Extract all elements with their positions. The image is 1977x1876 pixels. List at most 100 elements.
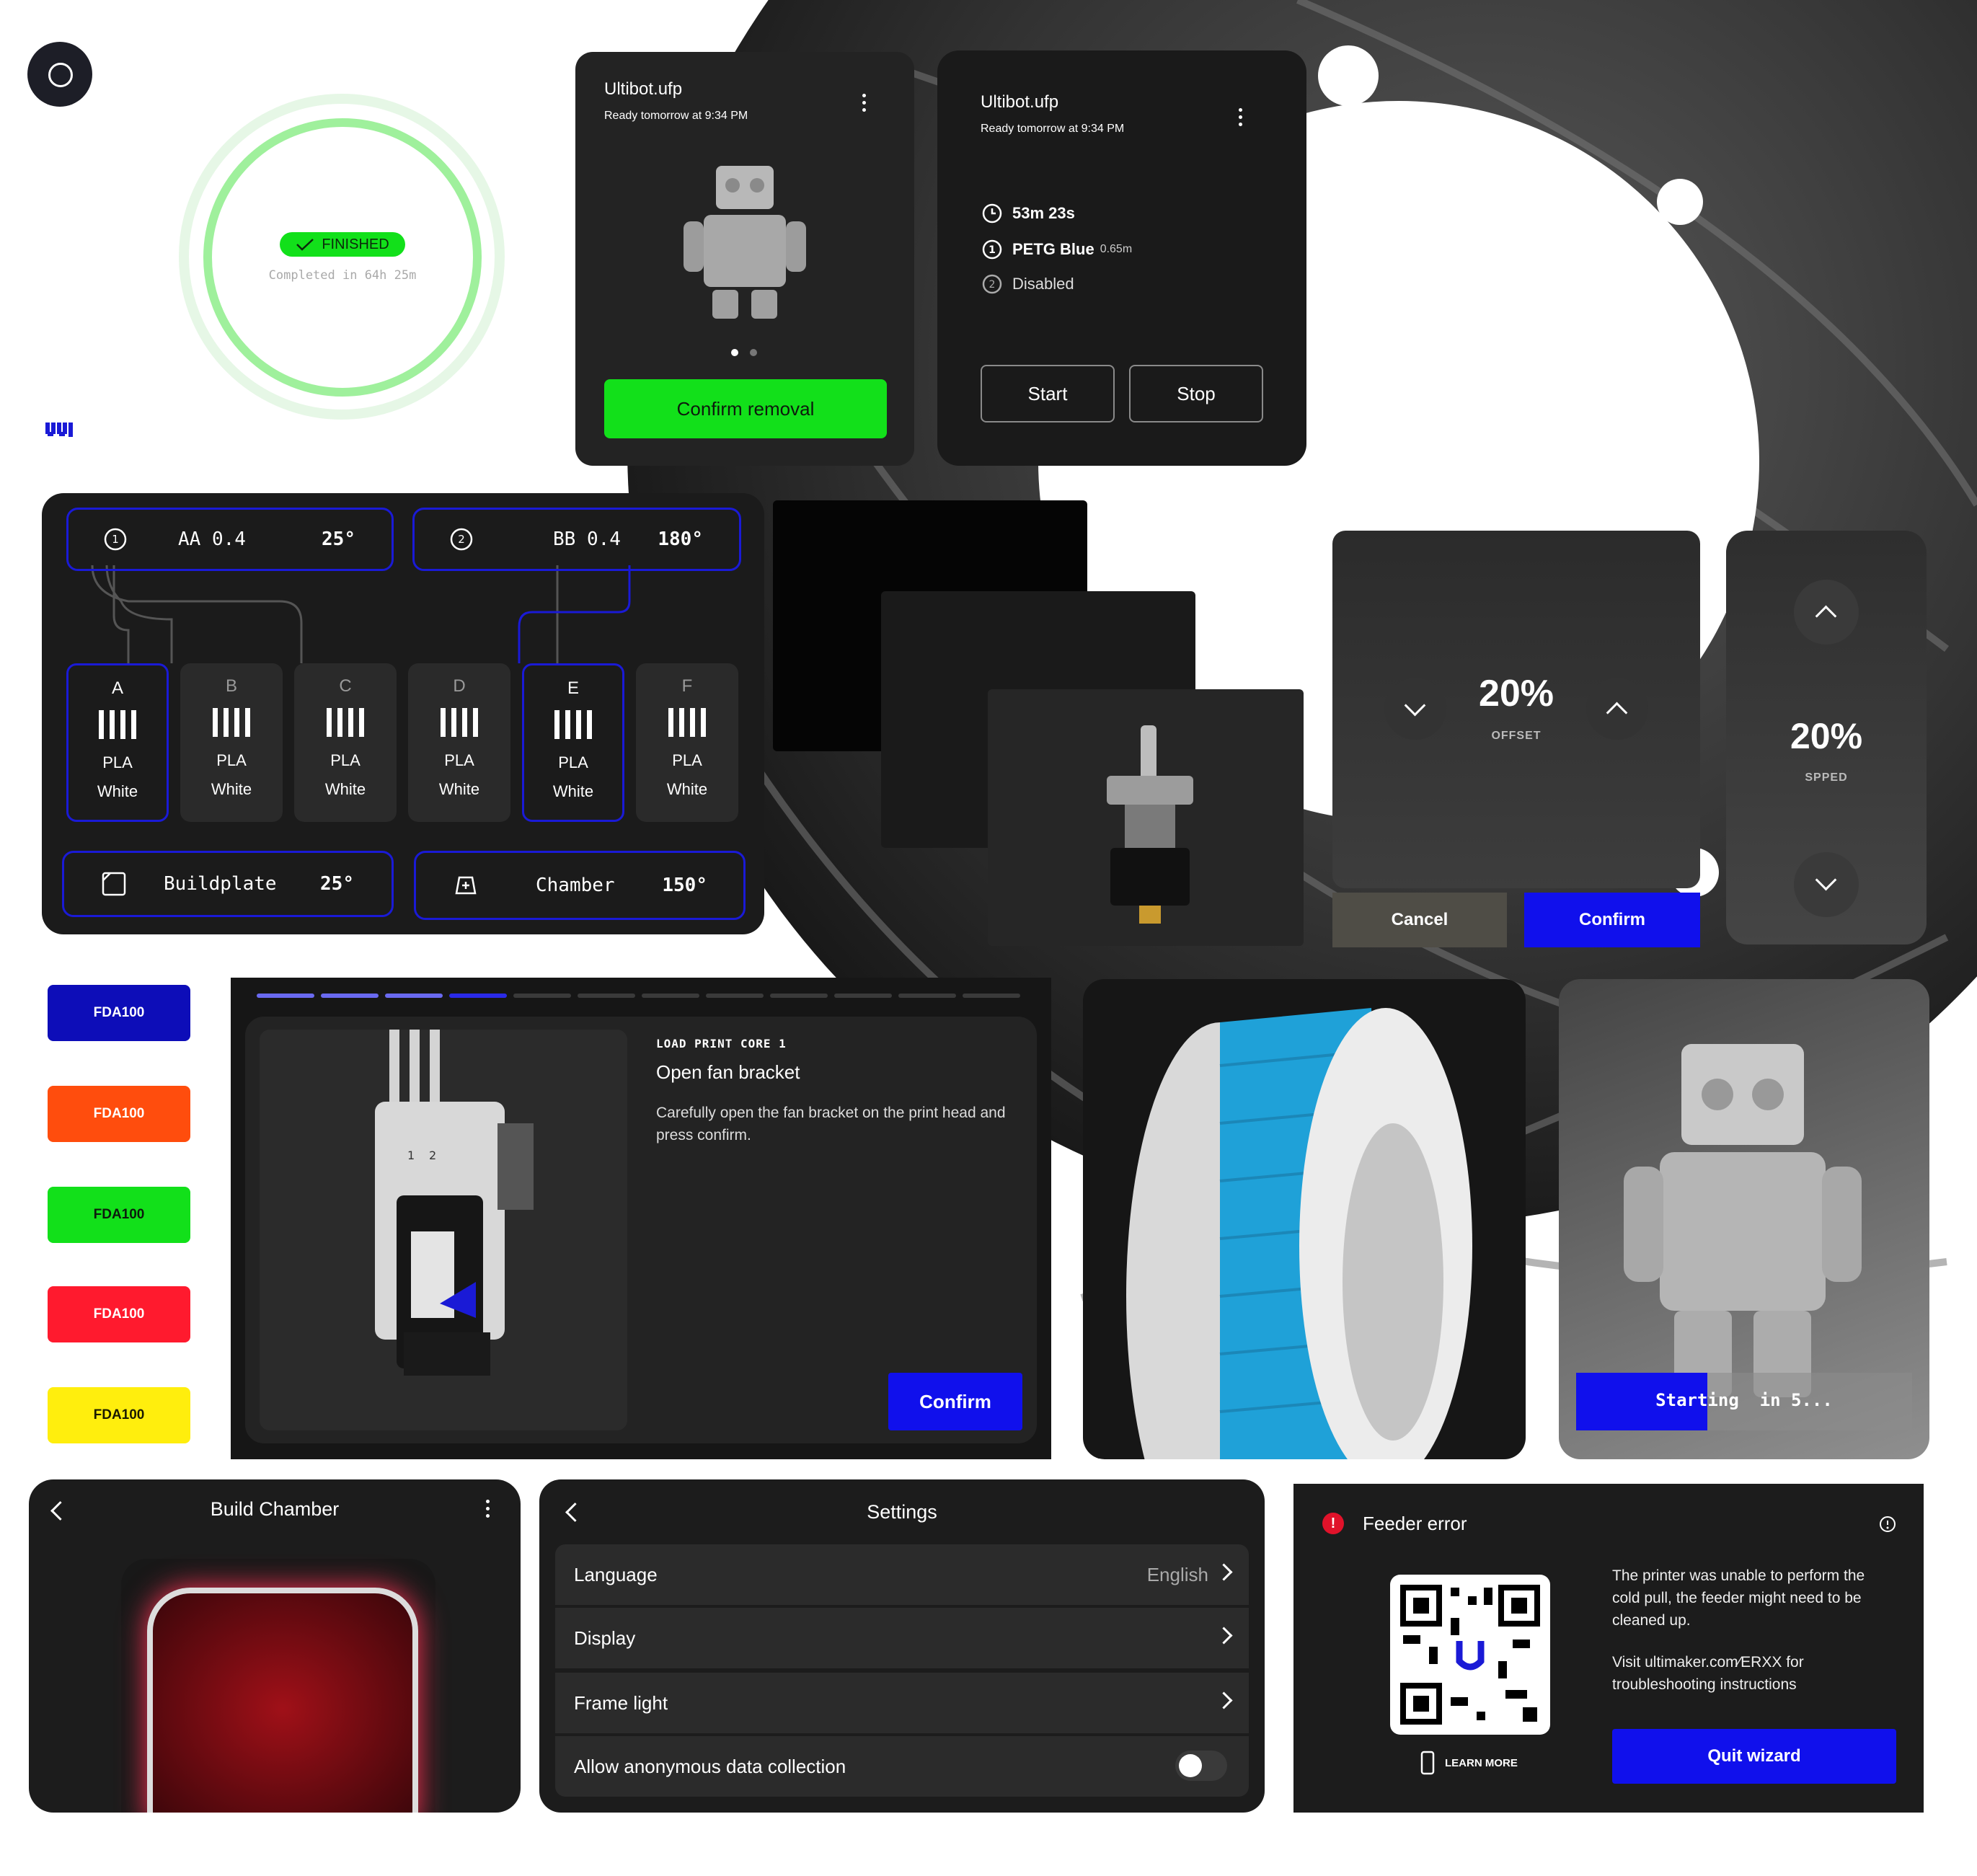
start-button[interactable]: Start: [981, 365, 1115, 422]
svg-text:1: 1: [112, 533, 119, 546]
core-1-icon: 1: [982, 239, 1002, 260]
filament-spool-icon: [668, 708, 706, 737]
more-options-icon[interactable]: [862, 94, 867, 115]
wizard-body: Carefully open the fan bracket on the pr…: [656, 1105, 1006, 1143]
wizard-confirm-button[interactable]: Confirm: [888, 1373, 1022, 1430]
completed-time: Completed in 64h 25m: [268, 268, 417, 283]
speed-label: SPPED: [1805, 771, 1848, 784]
check-icon: [296, 239, 314, 251]
robot-model-image: [684, 166, 806, 319]
print-core-1[interactable]: 1 AA 0.4 25°: [66, 508, 394, 571]
qr-code[interactable]: [1390, 1575, 1550, 1735]
job-subtitle: Ready tomorrow at 9:34 PM: [981, 123, 1125, 135]
svg-text:2: 2: [989, 279, 996, 291]
confirm-offset-button[interactable]: Confirm: [1524, 893, 1700, 947]
fda-badge-green: FDA100: [48, 1187, 190, 1243]
material-slot-e[interactable]: E PLA White: [522, 663, 624, 822]
core-2-temp: 180°: [658, 528, 703, 550]
wizard-step-9: [770, 994, 828, 998]
wizard-step-11: [898, 994, 956, 998]
language-value: English: [1146, 1563, 1208, 1585]
material-slot-a[interactable]: A PLA White: [66, 663, 169, 822]
settings-title: Settings: [867, 1501, 937, 1523]
svg-text:1: 1: [407, 1149, 415, 1162]
decrease-speed-button[interactable]: [1794, 852, 1859, 917]
confirm-removal-button[interactable]: Confirm removal: [604, 379, 887, 438]
buildplate-label: Buildplate: [164, 873, 277, 895]
chamber-label: Chamber: [536, 875, 615, 896]
ultimaker-logo-icon: [45, 422, 73, 437]
decrease-offset-button[interactable]: [1384, 678, 1446, 740]
material-slot-d[interactable]: D PLA White: [408, 663, 510, 822]
feeder-error-help: Visit ultimaker.com⁄ERXX for troubleshoo…: [1612, 1654, 1804, 1693]
material-1-info: 1 PETG Blue 0.65m: [982, 239, 1132, 260]
wizard-title: Open fan bracket: [656, 1061, 800, 1083]
svg-text:2: 2: [458, 533, 465, 546]
settings-row-frame-light[interactable]: Frame light: [555, 1673, 1249, 1733]
filament-spool-icon: [99, 710, 136, 739]
feeder-error-card: ! Feeder error LEARN MORE The printer wa…: [1293, 1484, 1924, 1813]
wizard-step-4: [449, 994, 507, 998]
buildplate-temp-box[interactable]: Buildplate 25°: [62, 851, 394, 917]
job-title: Ultibot.ufp: [981, 92, 1059, 112]
buildplate-icon: [102, 872, 126, 896]
data-collection-toggle[interactable]: [1175, 1751, 1227, 1781]
quit-wizard-button[interactable]: Quit wizard: [1612, 1729, 1896, 1784]
core-2-icon: 2: [982, 274, 1002, 294]
chamber-temp: 150°: [662, 875, 707, 896]
more-options-icon[interactable]: [1239, 108, 1243, 130]
feeder-error-body: The printer was unable to perform the co…: [1612, 1567, 1865, 1629]
chevron-up-icon: [1606, 702, 1628, 724]
robot-model-image: [1624, 1044, 1862, 1397]
job-title: Ultibot.ufp: [604, 79, 683, 99]
clock-icon: [982, 203, 1002, 224]
chevron-up-icon: [1815, 605, 1837, 627]
offset-card: 20% OFFSET: [1332, 531, 1700, 888]
feed-paths: [91, 565, 631, 663]
settings-row-data-collection[interactable]: Allow anonymous data collection: [555, 1736, 1249, 1797]
build-chamber-image: [121, 1559, 435, 1813]
filament-spool-image: [1126, 1008, 1472, 1459]
wizard-step-6: [578, 994, 635, 998]
job-subtitle: Ready tomorrow at 9:34 PM: [604, 110, 748, 122]
settings-row-display[interactable]: Display: [555, 1608, 1249, 1668]
info-icon[interactable]: [1879, 1516, 1896, 1533]
material-slot-f[interactable]: F PLA White: [636, 663, 738, 822]
stop-button[interactable]: Stop: [1129, 365, 1263, 422]
increase-speed-button[interactable]: [1794, 580, 1859, 645]
svg-text:1: 1: [988, 244, 996, 256]
wizard-step-7: [642, 994, 699, 998]
filament-spool-card: [1083, 979, 1526, 1459]
svg-text:2: 2: [429, 1149, 436, 1162]
more-options-icon[interactable]: [486, 1500, 490, 1521]
learn-more-link[interactable]: LEARN MORE: [1420, 1751, 1518, 1775]
toggle-knob: [1179, 1754, 1202, 1777]
home-button[interactable]: [27, 42, 92, 107]
circle-icon: [48, 63, 73, 87]
fda-badge-orange: FDA100: [48, 1086, 190, 1142]
build-chamber-title: Build Chamber: [210, 1498, 340, 1520]
fda-badge-blue: FDA100: [48, 985, 190, 1041]
fda-badge-red: FDA100: [48, 1286, 190, 1342]
carousel-dot-active[interactable]: [731, 349, 738, 356]
wizard-step-10: [834, 994, 892, 998]
offset-value: 20%: [1478, 673, 1554, 714]
cancel-button[interactable]: Cancel: [1332, 893, 1507, 947]
buildplate-temp: 25°: [320, 873, 354, 895]
filament-spool-icon: [213, 708, 250, 737]
wizard-panel: 1 2 LOAD PRINT CORE 1 Open fan bracket C…: [245, 1017, 1037, 1443]
carousel-dot[interactable]: [750, 349, 757, 356]
wizard-step-1: [257, 994, 314, 998]
wizard-step-5: [513, 994, 571, 998]
increase-offset-button[interactable]: [1586, 678, 1648, 740]
material-slot-c[interactable]: C PLA White: [294, 663, 397, 822]
settings-row-language[interactable]: Language English: [555, 1544, 1249, 1605]
core-2-name: BB 0.4: [553, 528, 621, 550]
start-countdown-text: Starting in 5...: [1655, 1390, 1833, 1410]
print-core-2[interactable]: 2 BB 0.4 180°: [412, 508, 741, 571]
wizard-step-2: [321, 994, 379, 998]
material-slot-b[interactable]: B PLA White: [180, 663, 283, 822]
speed-card: 20% SPPED: [1726, 531, 1927, 944]
wizard-step-8: [706, 994, 764, 998]
chamber-temp-box[interactable]: Chamber 150°: [414, 851, 746, 920]
